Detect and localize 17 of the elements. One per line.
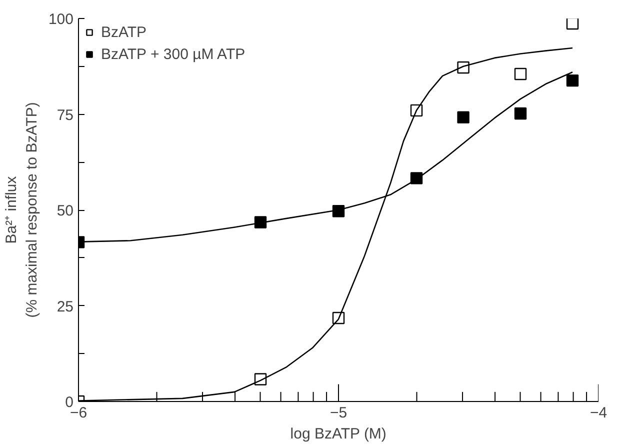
point [514,68,527,80]
y-tick-label: 100 [48,11,74,28]
x-tick-label: −5 [330,404,348,422]
point [514,107,527,120]
y-tick-label: 75 [56,106,74,124]
point [566,74,579,87]
point [566,18,579,30]
y-tick-label: 50 [56,202,74,220]
legend-label: BzATP [101,24,147,40]
point [457,111,470,124]
y-tick-label: 25 [56,298,74,316]
x-axis-title: log BzATP (M) [290,426,386,442]
point [254,216,267,228]
x-tick-label: −4 [590,404,608,422]
y-tick-label: 0 [65,394,74,411]
legend-label: BzATP + 300 µM ATP [101,46,246,62]
y-axis-title: Ba²⁺ influx (% maximal response to BzATP) [3,102,40,318]
